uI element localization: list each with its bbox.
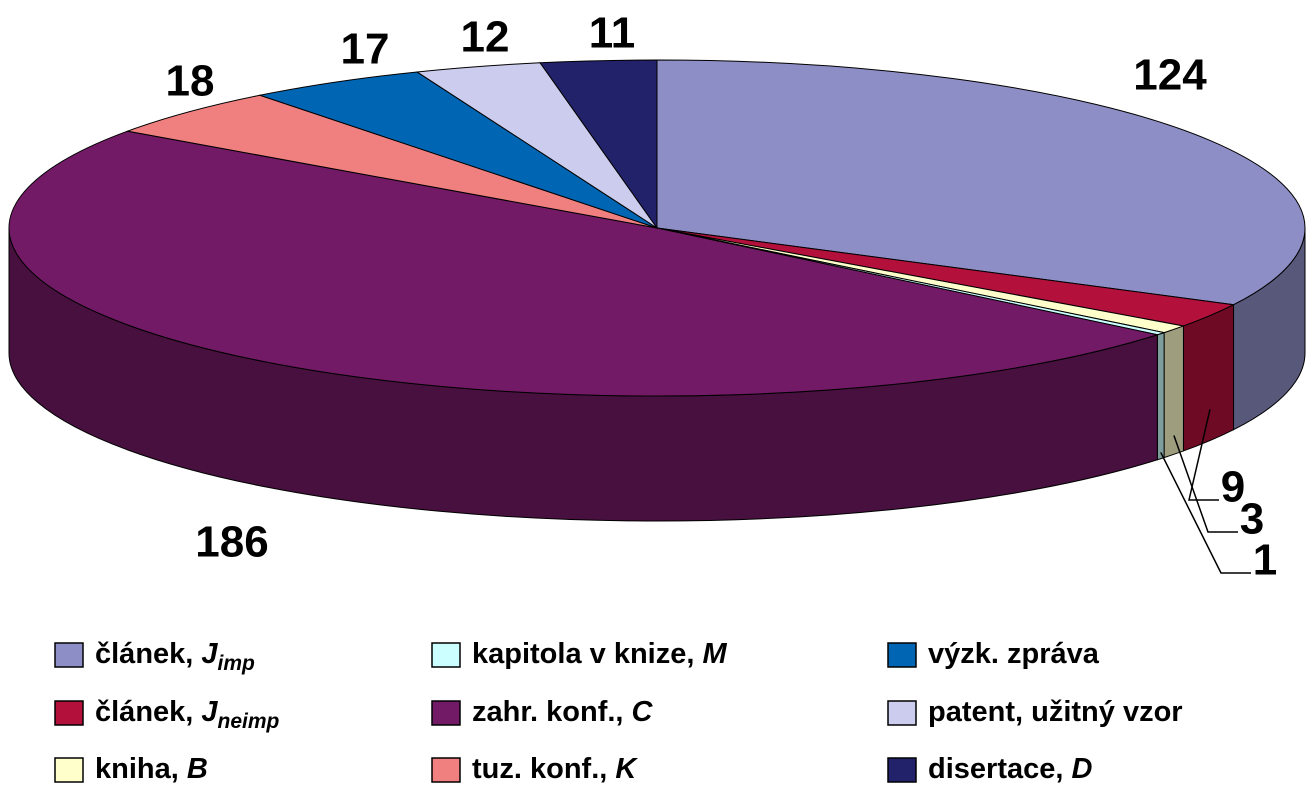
value-label: 17: [341, 25, 390, 74]
legend-italic: D: [1071, 753, 1092, 785]
legend-label: kniha, B: [95, 753, 208, 785]
legend-label: výzk. zpráva: [928, 638, 1100, 670]
slice: [125, 94, 658, 229]
legend-swatch: [431, 757, 461, 783]
legend-label: kapitola v knize, M: [472, 638, 727, 670]
leader-line: [1173, 435, 1238, 533]
value-label: 11: [589, 9, 636, 58]
legend-swatch: [54, 757, 84, 783]
value-label: 3: [1240, 495, 1264, 544]
legend-text: disertace,: [928, 753, 1071, 785]
legend-label: zahr. konf., C: [472, 696, 654, 728]
slice-side: [1182, 303, 1235, 452]
legend-swatch: [887, 642, 917, 668]
value-label: 12: [461, 13, 510, 62]
legend-text: tuz. konf.,: [472, 753, 615, 785]
value-label: 1: [1253, 536, 1277, 585]
legend-label: disertace, D: [928, 753, 1092, 785]
slice: [539, 59, 658, 230]
value-label: 9: [1221, 463, 1245, 512]
legend-text: patent, užitný vzor: [928, 696, 1183, 728]
legend-swatch: [431, 700, 461, 726]
legend-text: článek,: [95, 638, 201, 670]
legend-italic: K: [615, 753, 638, 785]
value-label: 124: [1133, 51, 1207, 100]
slice-side: [1163, 325, 1184, 459]
legend-italic: B: [187, 753, 208, 785]
legend-label: článek, Jneimp: [95, 696, 280, 733]
legend-italic: M: [702, 638, 727, 670]
slice: [257, 71, 658, 229]
slice: [656, 59, 1306, 306]
leader-line: [1188, 409, 1219, 501]
legend-swatch: [887, 757, 917, 783]
leader-line: [1160, 452, 1251, 574]
legend-text: zahr. konf.,: [472, 696, 632, 728]
legend-swatch: [887, 700, 917, 726]
legend-text: kniha,: [95, 753, 187, 785]
legend-text: článek,: [95, 696, 201, 728]
legend-italic: J: [201, 638, 218, 670]
legend-text: kapitola v knize,: [472, 638, 702, 670]
legend-italic: C: [632, 696, 654, 728]
legend-sub: imp: [218, 652, 256, 675]
legend-swatch: [431, 642, 461, 668]
legend-label: patent, užitný vzor: [928, 696, 1183, 728]
legend-swatch: [54, 642, 84, 668]
legend-label: článek, Jimp: [95, 638, 255, 675]
value-label: 186: [195, 518, 268, 567]
legend-swatch: [54, 700, 84, 726]
legend-italic: J: [201, 696, 218, 728]
value-label: 18: [166, 57, 215, 106]
legend-sub: neimp: [218, 710, 280, 733]
legend-label: tuz. konf., K: [472, 753, 638, 785]
legend-text: výzk. zpráva: [928, 638, 1100, 670]
slice: [8, 130, 1160, 397]
slice-side: [1156, 331, 1165, 461]
